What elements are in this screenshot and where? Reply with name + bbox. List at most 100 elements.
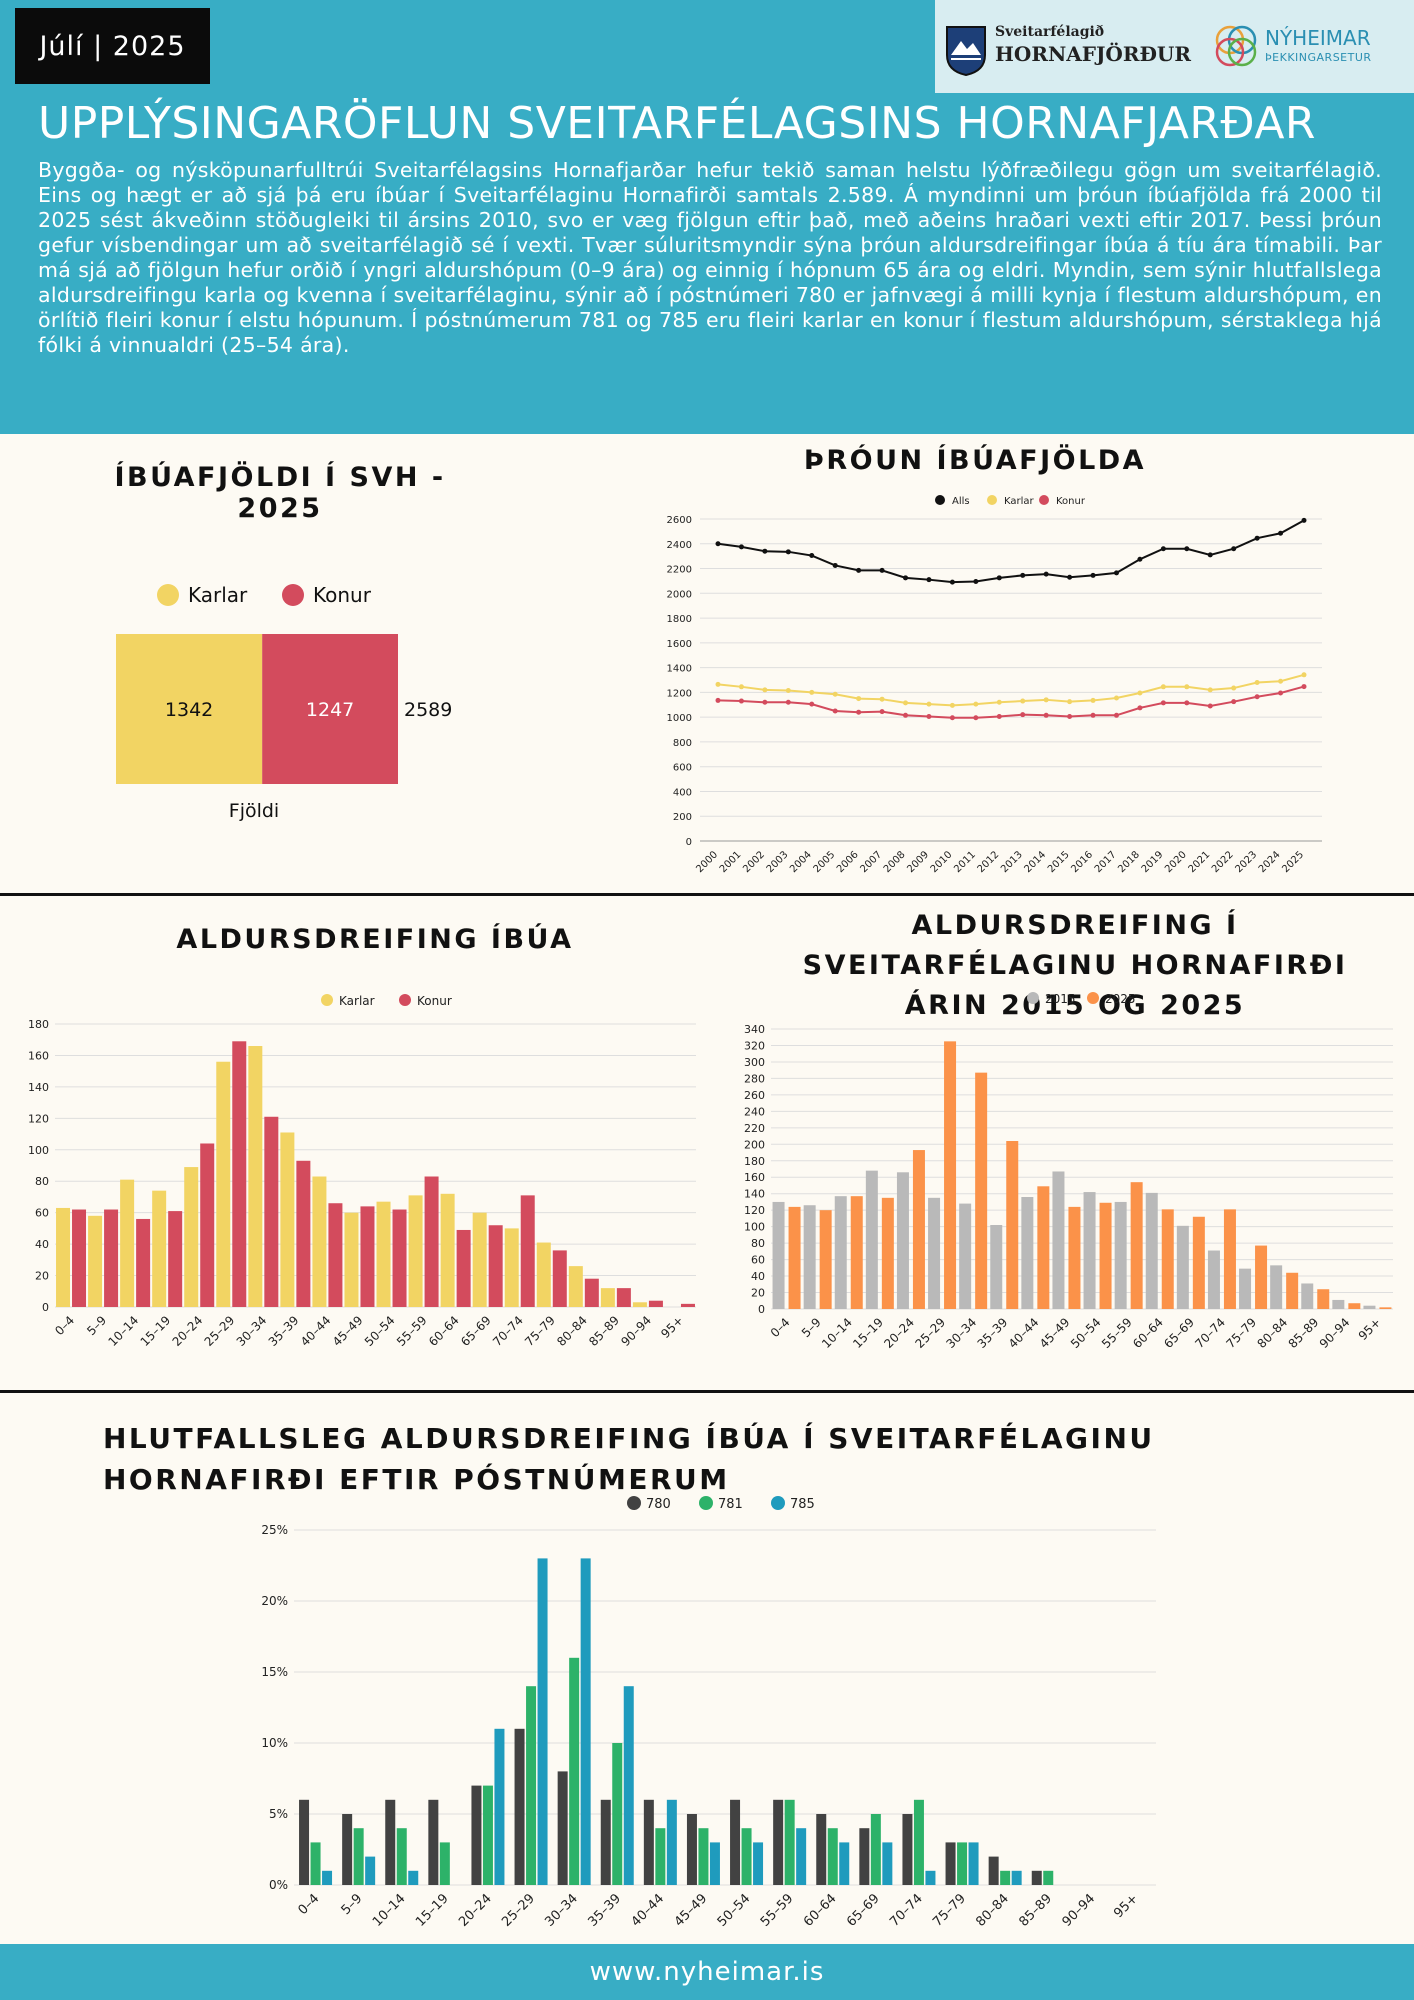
bar-785	[1011, 1870, 1022, 1885]
age-2015-2025-title: ALDURSDREIFING Í SVEITARFÉLAGINU HORNAFI…	[802, 910, 1348, 1021]
section-divider-2	[0, 1390, 1414, 1393]
point-konur	[903, 712, 909, 718]
x-tick-label: 75–79	[522, 1313, 558, 1349]
bar-785	[537, 1558, 548, 1885]
x-tick-label: 50–54	[715, 1891, 754, 1930]
legend-marker-karlar	[987, 495, 997, 505]
series-line-konur	[717, 685, 1305, 719]
bar-konur	[104, 1209, 119, 1307]
bar-karlar	[56, 1207, 71, 1307]
bar-karlar	[152, 1190, 167, 1307]
x-tick-label: 65–69	[1161, 1315, 1197, 1351]
bar-karlar	[120, 1179, 135, 1307]
x-tick-label: 15–19	[413, 1891, 452, 1930]
point-alls	[1301, 517, 1307, 523]
y-tick-label: 200	[744, 1138, 765, 1151]
y-tick-label: 600	[673, 763, 692, 774]
point-alls	[1254, 535, 1260, 541]
bar-785	[709, 1842, 720, 1885]
bar-konur	[296, 1160, 311, 1307]
bar-781	[655, 1828, 666, 1885]
bar-konur	[616, 1288, 631, 1307]
point-konur	[762, 699, 768, 705]
x-tick-label: 90–94	[618, 1313, 654, 1349]
point-alls	[879, 567, 885, 573]
x-tick-label: 20–24	[170, 1313, 206, 1349]
x-tick-label: 2019	[1140, 849, 1166, 875]
bar-karlar	[248, 1046, 263, 1307]
bar-785	[365, 1856, 376, 1885]
bar-2015	[1052, 1171, 1065, 1309]
footer-url[interactable]: www.nyheimar.is	[0, 1944, 1414, 2000]
x-tick-label: 30–34	[542, 1891, 581, 1930]
bar-konur	[360, 1206, 375, 1307]
bar-2015	[896, 1172, 909, 1309]
y-tick-label: 120	[744, 1204, 765, 1217]
y-tick-label: 1800	[667, 614, 692, 625]
point-konur	[738, 698, 744, 704]
bar-konur	[648, 1300, 663, 1307]
bar-785	[322, 1870, 333, 1885]
x-tick-label: 55–59	[758, 1891, 797, 1930]
point-konur	[996, 714, 1002, 720]
x-tick-label: 2003	[765, 849, 791, 875]
y-tick-label: 120	[28, 1112, 49, 1125]
bar-781	[439, 1842, 450, 1885]
postcode-distribution-chart: 780 781 785 0% 5% 10% 15% 20% 25% 0–4 5–9 10–14 15–1…	[261, 1496, 1156, 1930]
point-alls	[1113, 570, 1119, 576]
point-konur	[973, 715, 979, 721]
bar-karlar	[504, 1228, 519, 1307]
point-karlar	[949, 702, 955, 708]
x-tick-label: 85–89	[586, 1313, 622, 1349]
bar-konur	[584, 1278, 599, 1307]
legend-label-alls: Alls	[952, 496, 970, 507]
data-label-konur: 1247	[306, 699, 354, 721]
x-tick-label: 2011	[952, 849, 978, 875]
bar-780	[773, 1799, 784, 1885]
bar-karlar	[116, 634, 263, 784]
bar-781	[482, 1785, 493, 1885]
bar-781	[310, 1842, 321, 1885]
population-trend-chart: Alls Karlar Konur 0 200 400 600 800 1000 1200 1400…	[667, 495, 1322, 875]
point-alls	[1090, 572, 1096, 578]
bar-karlar	[632, 1302, 647, 1307]
bar-2025	[1068, 1206, 1081, 1309]
header-banner: Júlí | 2025 Sveitarfélagið HORNAFJÖRÐUR …	[0, 0, 1414, 434]
point-alls	[996, 575, 1002, 581]
y-tick-label: 1400	[667, 664, 692, 675]
bar-785	[408, 1870, 419, 1885]
logo-nyheimar-line1: NÝHEIMAR	[1265, 26, 1371, 50]
point-konur	[785, 699, 791, 705]
y-tick-label: 2200	[667, 565, 692, 576]
bar-781	[526, 1686, 537, 1885]
y-tick-label: 80	[751, 1237, 765, 1250]
x-tick-label: 20–24	[456, 1891, 495, 1930]
x-tick-label: 2007	[858, 849, 884, 875]
bar-karlar	[344, 1212, 359, 1307]
bar-karlar	[472, 1212, 487, 1307]
y-tick-label: 200	[673, 812, 692, 823]
y-tick-label: 300	[744, 1056, 765, 1069]
bar-781	[913, 1799, 924, 1885]
bar-2015	[1083, 1192, 1096, 1309]
point-karlar	[1090, 697, 1096, 703]
legend-marker-781	[699, 1496, 713, 1510]
bar-785	[666, 1799, 677, 1885]
x-tick-label: 15–19	[850, 1315, 886, 1351]
x-tick-label: 45–49	[672, 1891, 711, 1930]
x-tick-label: 2014	[1023, 849, 1049, 875]
x-tick-label: 0–4	[295, 1891, 322, 1918]
bar-780	[514, 1728, 525, 1885]
bar-781	[569, 1657, 580, 1885]
point-karlar	[1301, 672, 1307, 678]
bar-karlar	[408, 1195, 423, 1307]
point-alls	[1137, 556, 1143, 562]
bar-konur	[680, 1303, 695, 1307]
point-karlar	[1254, 679, 1260, 685]
point-alls	[715, 541, 721, 547]
bar-karlar	[568, 1266, 583, 1307]
x-tick-label: 60–64	[426, 1313, 462, 1349]
bar-2015	[1176, 1225, 1189, 1309]
x-tick-label: 55–59	[1099, 1315, 1135, 1351]
bar-2025	[1161, 1209, 1174, 1309]
